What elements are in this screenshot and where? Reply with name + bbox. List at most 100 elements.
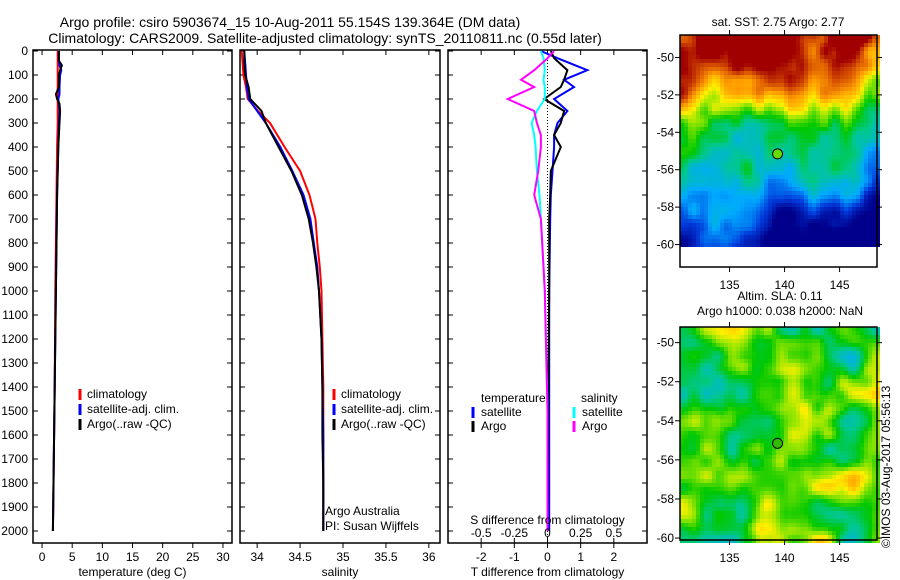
sst-map-cell (840, 91, 844, 95)
sst-map-cell (736, 187, 740, 191)
sla-map-cell (844, 407, 848, 411)
sst-map-cell (856, 231, 860, 235)
sst-map-cell (776, 195, 780, 199)
sst-map-cell (736, 143, 740, 147)
sla-map-cell (804, 431, 808, 435)
sst-map-cell (732, 107, 736, 111)
sst-map-cell (796, 87, 800, 91)
sst-map-cell (792, 143, 796, 147)
sla-map-cell (708, 487, 712, 491)
sla-map-cell (768, 483, 772, 487)
sst-map-cell (768, 183, 772, 187)
sst-map-cell (700, 179, 704, 183)
sst-map-cell (700, 243, 704, 247)
sla-map-cell (812, 467, 816, 471)
sst-map-cell (704, 227, 708, 231)
sst-map-cell (692, 219, 696, 223)
sst-map-cell (716, 215, 720, 219)
sst-map-cell (744, 79, 748, 83)
sst-map-cell (796, 243, 800, 247)
sla-map-cell (844, 375, 848, 379)
sst-map-cell (760, 71, 764, 75)
sst-map-cell (768, 71, 772, 75)
sla-map-cell (812, 431, 816, 435)
sla-map-cell (752, 479, 756, 483)
sst-map-cell (768, 207, 772, 211)
sst-map-cell (752, 127, 756, 131)
sst-map-cell (796, 171, 800, 175)
sst-map-cell (836, 215, 840, 219)
sla-map-cell (680, 487, 684, 491)
sla-map-cell (876, 351, 880, 355)
sst-map-cell (860, 235, 864, 239)
sla-map-cell (792, 455, 796, 459)
sla-map-cell (820, 351, 824, 355)
sst-map-cell (776, 183, 780, 187)
sla-map-cell (744, 327, 748, 331)
sst-map-cell (724, 219, 728, 223)
sla-map-cell (708, 399, 712, 403)
sla-map-cell (740, 463, 744, 467)
sst-map-cell (828, 187, 832, 191)
sla-map-cell (840, 471, 844, 475)
sla-map-cell (708, 463, 712, 467)
sst-map-cell (736, 199, 740, 203)
sst-map-cell (736, 167, 740, 171)
sst-map-cell (740, 219, 744, 223)
sst-map-cell (756, 43, 760, 47)
sst-map-cell (784, 103, 788, 107)
sst-map-cell (724, 63, 728, 67)
sla-map-cell (700, 419, 704, 423)
salinity-plot-frame (239, 49, 441, 544)
sla-map-cell (856, 351, 860, 355)
sst-map-cell (780, 227, 784, 231)
sla-map-cell (860, 351, 864, 355)
sla-map-cell (820, 399, 824, 403)
sla-map-cell (864, 431, 868, 435)
sla-map-cell (800, 443, 804, 447)
sst-map-cell (696, 71, 700, 75)
sla-map-cell (876, 335, 880, 339)
sst-map-cell (688, 175, 692, 179)
sst-map-cell (684, 155, 688, 159)
sla-map-cell (836, 399, 840, 403)
sst-map-cell (840, 79, 844, 83)
sst-map-cell (696, 219, 700, 223)
sst-map-cell (716, 119, 720, 123)
sla-map-cell (716, 331, 720, 335)
sst-map-cell (788, 135, 792, 139)
sst-map-cell (752, 131, 756, 135)
sst-map-cell (728, 191, 732, 195)
sst-map-cell (788, 55, 792, 59)
sst-map-cell (700, 163, 704, 167)
sla-map-cell (756, 351, 760, 355)
sst-map-cell (776, 131, 780, 135)
sla-map-cell (808, 463, 812, 467)
sla-map-cell (764, 415, 768, 419)
sst-map-cell (712, 139, 716, 143)
sst-map-cell (772, 115, 776, 119)
sst-map-cell (868, 55, 872, 59)
sla-map-cell (680, 387, 684, 391)
depth-tick-label: 1300 (1, 356, 28, 370)
sla-map-cell (760, 387, 764, 391)
sla-map-cell (680, 439, 684, 443)
sst-map-cell (872, 179, 876, 183)
sst-map-cell (744, 111, 748, 115)
sst-map-cell (856, 191, 860, 195)
sla-map-cell (864, 359, 868, 363)
sla-map-cell (764, 339, 768, 343)
sst-map-cell (832, 191, 836, 195)
sla-map-cell (704, 355, 708, 359)
sst-map-cell (820, 199, 824, 203)
sst-map-cell (840, 179, 844, 183)
sla-map-cell (812, 363, 816, 367)
sst-map-cell (816, 131, 820, 135)
sla-map-cell (836, 363, 840, 367)
sst-map-cell (828, 223, 832, 227)
differences-xtick-label: 0 (544, 550, 551, 564)
sst-map-cell (852, 239, 856, 243)
sst-map-cell (812, 51, 816, 55)
sst-map-cell (736, 71, 740, 75)
sla-map-cell (872, 479, 876, 483)
